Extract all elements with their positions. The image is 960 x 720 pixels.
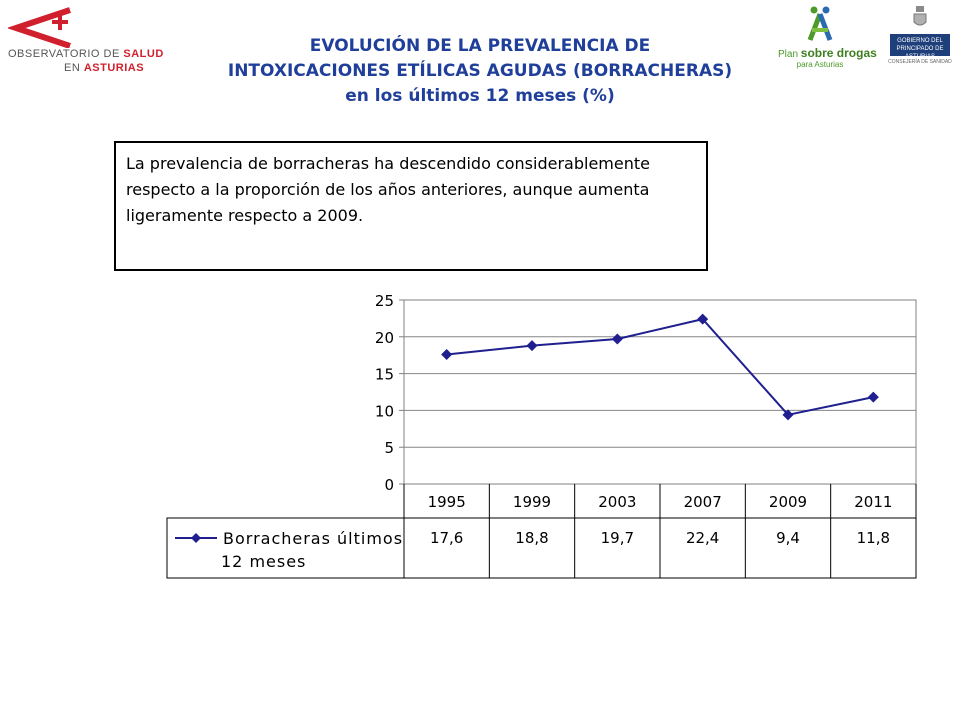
plot-area <box>403 299 917 485</box>
data-point-marker <box>697 313 709 325</box>
legend-label: Borracheras últimos 12 meses <box>221 529 403 571</box>
data-value-label: 17,6 <box>430 529 463 547</box>
data-value-label: 19,7 <box>601 529 634 547</box>
gobierno-subtitle: CONSEJERÍA DE SANIDAD <box>888 59 952 65</box>
x-category-label: 2011 <box>854 493 892 511</box>
gobierno-asturias-logo: GOBIERNO DEL PRINCIPADO DE ASTURIAS CONS… <box>888 4 952 66</box>
gobierno-box: GOBIERNO DEL PRINCIPADO DE ASTURIAS <box>890 34 950 60</box>
series-line <box>446 318 874 416</box>
x-category-label: 2007 <box>684 493 722 511</box>
y-tick-label: 20 <box>375 329 394 347</box>
observatorio-logo-icon <box>8 7 71 48</box>
crest-icon <box>913 6 927 26</box>
title-line-3: en los últimos 12 meses (%) <box>345 86 615 106</box>
y-tick-label: 5 <box>384 439 394 457</box>
data-value-label: 9,4 <box>776 529 800 547</box>
legend-marker <box>191 533 201 543</box>
x-category-label: 1995 <box>428 493 466 511</box>
data-value-label: 22,4 <box>686 529 719 547</box>
x-category-label: 1999 <box>513 493 551 511</box>
summary-note: La prevalencia de borracheras ha descend… <box>114 141 708 271</box>
chart-series <box>441 313 879 421</box>
page-title: EVOLUCIÓN DE LA PREVALENCIA DE INTOXICAC… <box>200 34 760 109</box>
y-tick-label: 0 <box>384 476 394 494</box>
plan-drogas-logo: Plan sobre drogas para Asturias <box>778 4 877 70</box>
x-category-label: 2009 <box>769 493 807 511</box>
y-tick-label: 10 <box>375 402 394 420</box>
data-point-marker <box>867 391 879 403</box>
y-tick-label: 15 <box>375 366 394 384</box>
title-line-1: EVOLUCIÓN DE LA PREVALENCIA DE <box>309 36 651 56</box>
data-point-marker <box>526 340 538 352</box>
data-point-marker <box>782 409 794 421</box>
x-category-label: 2003 <box>598 493 636 511</box>
observatorio-line1: OBSERVATORIO DE SALUD <box>8 48 164 60</box>
plan-drogas-subtitle: para Asturias <box>796 60 844 69</box>
chart-grid <box>403 299 917 485</box>
observatorio-line2: EN ASTURIAS <box>64 62 145 74</box>
y-tick-label: 25 <box>375 292 394 310</box>
data-point-marker <box>441 348 453 360</box>
chart-data-table: 1995 1999 2003 2007 2009 2011 17,6 18,8 19,7 22,4… <box>166 484 917 579</box>
data-point-marker <box>611 333 623 345</box>
title-line-2: INTOXICACIONES ETÍLICAS AGUDAS (BORRACHE… <box>227 61 733 81</box>
chart-axes: 0 5 10 15 20 25 <box>375 292 404 494</box>
plan-drogas-icon <box>807 6 833 41</box>
data-value-label: 11,8 <box>857 529 890 547</box>
observatorio-salud-logo: OBSERVATORIO DE SALUD EN ASTURIAS <box>8 6 163 76</box>
data-value-label: 18,8 <box>515 529 548 547</box>
plan-drogas-title: Plan sobre drogas <box>778 46 877 60</box>
